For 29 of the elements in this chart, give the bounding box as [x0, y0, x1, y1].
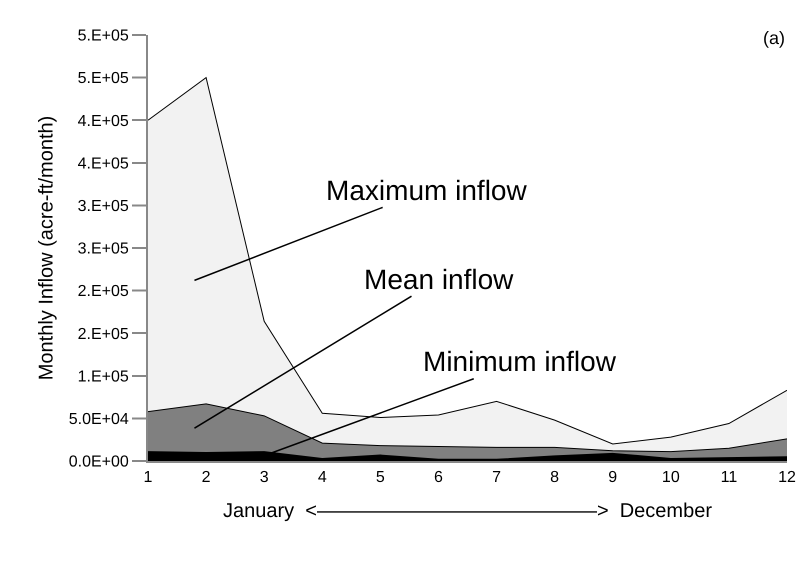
annotation: Mean inflow [364, 264, 514, 295]
y-tick-label: 4.E+05 [78, 155, 129, 172]
y-tick-label: 3.E+05 [78, 198, 129, 215]
x-tick-label: 12 [778, 469, 796, 486]
y-tick-label: 5.E+05 [78, 28, 129, 45]
y-tick-label: 4.E+05 [78, 112, 129, 130]
x-tick-label: 11 [720, 469, 738, 486]
x-tick-label: 3 [260, 469, 269, 486]
x-tick-label: 9 [608, 469, 618, 486]
annotation: Maximum inflow [326, 175, 528, 206]
x-tick-label: 4 [318, 469, 327, 486]
x-tick-label: 2 [202, 469, 211, 486]
y-tick-label: 2.E+05 [78, 283, 129, 300]
annotation: Minimum inflow [423, 346, 617, 377]
y-tick-label: 5.E+05 [78, 70, 129, 88]
x-tick-label: 5 [376, 469, 385, 486]
x-axis-title: January <――――――――――――――> December [223, 500, 712, 522]
y-axis-title: Monthly Inflow (acre-ft/month) [36, 116, 58, 380]
x-tick-label: 7 [492, 469, 502, 486]
y-tick-label: 0.0E+00 [68, 454, 129, 471]
y-tick-label: 5.0E+04 [68, 411, 129, 428]
x-tick-label: 1 [144, 469, 153, 486]
x-tick-label: 8 [550, 469, 560, 486]
y-tick-label: 3.E+05 [78, 240, 129, 258]
y-tick-label: 1.E+05 [78, 368, 129, 386]
x-tick-label: 10 [662, 469, 680, 486]
x-tick-label: 6 [434, 469, 443, 486]
y-tick-label: 2.E+05 [78, 326, 129, 343]
annotation: (a) [763, 28, 785, 48]
